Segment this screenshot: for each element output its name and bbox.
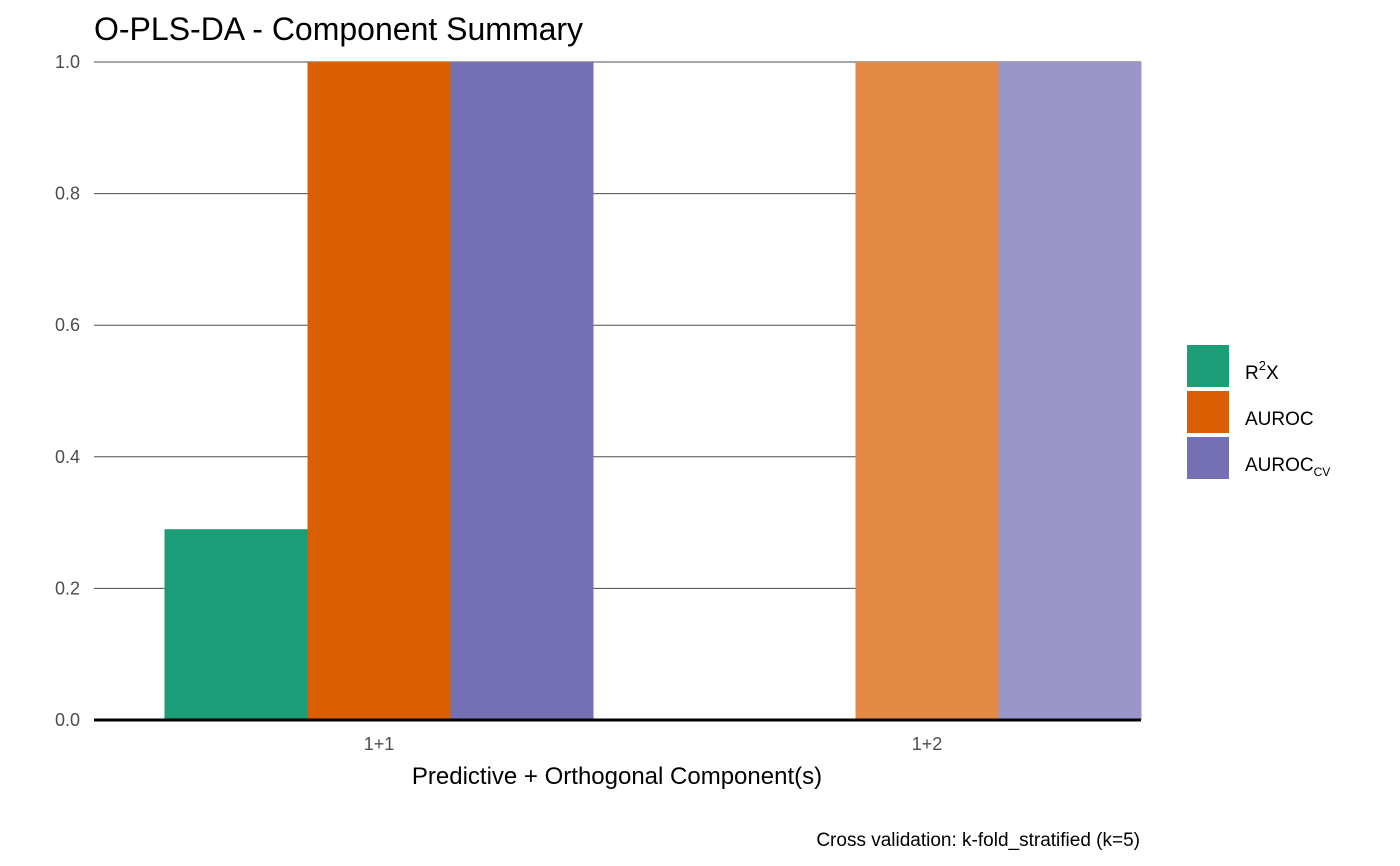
- bars: [164, 62, 1142, 720]
- legend: R2X AUROC AUROCCV: [1187, 345, 1330, 479]
- bar: [450, 62, 594, 720]
- legend-swatch: [1187, 345, 1229, 387]
- bar: [855, 62, 999, 720]
- x-tick-labels: 1+1 1+2: [364, 734, 943, 754]
- y-tick-labels: 0.0 0.2 0.4 0.6 0.8 1.0: [55, 52, 80, 730]
- legend-swatch: [1187, 437, 1229, 479]
- bar: [998, 62, 1142, 720]
- legend-swatch: [1187, 391, 1229, 433]
- legend-label: AUROCCV: [1245, 455, 1330, 479]
- legend-label: AUROC: [1245, 409, 1314, 430]
- x-tick-label: 1+2: [912, 734, 943, 754]
- y-tick-label: 0.6: [55, 315, 80, 335]
- chart-caption: Cross validation: k-fold_stratified (k=5…: [816, 830, 1140, 851]
- x-axis-label: Predictive + Orthogonal Component(s): [412, 763, 822, 790]
- legend-label: R2X: [1245, 358, 1279, 384]
- bar: [164, 529, 308, 720]
- x-tick-label: 1+1: [364, 734, 395, 754]
- y-tick-label: 0.0: [55, 710, 80, 730]
- y-tick-label: 0.8: [55, 184, 80, 204]
- chart-title: O-PLS-DA - Component Summary: [94, 11, 583, 47]
- y-tick-label: 0.4: [55, 447, 80, 467]
- y-tick-label: 0.2: [55, 578, 80, 598]
- bar: [307, 62, 451, 720]
- y-tick-label: 1.0: [55, 52, 80, 72]
